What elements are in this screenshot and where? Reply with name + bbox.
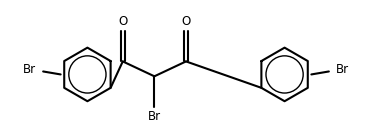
Text: O: O xyxy=(118,15,127,28)
Text: O: O xyxy=(182,15,190,28)
Text: Br: Br xyxy=(336,64,349,77)
Text: Br: Br xyxy=(23,64,36,77)
Text: Br: Br xyxy=(148,110,161,123)
